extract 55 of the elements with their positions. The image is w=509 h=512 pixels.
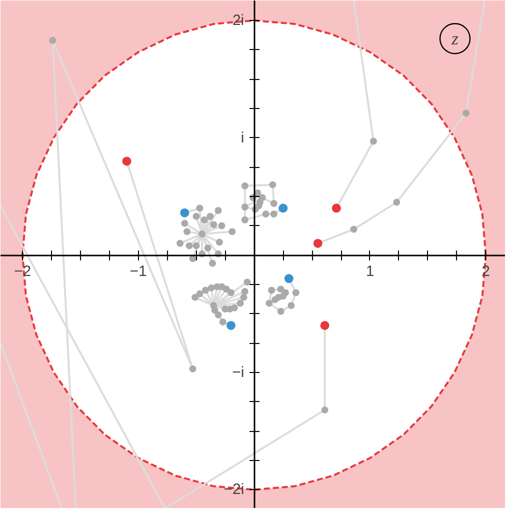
point	[222, 286, 230, 293]
annotation: z	[450, 28, 459, 49]
point	[196, 290, 204, 298]
point	[256, 198, 264, 206]
point	[241, 288, 248, 295]
point	[208, 260, 216, 267]
x-tick-label: 2	[482, 263, 490, 280]
point	[393, 198, 400, 206]
point	[183, 228, 190, 236]
point	[192, 242, 200, 250]
point	[208, 284, 215, 292]
point	[219, 318, 226, 326]
y-tick-label: i	[240, 129, 244, 146]
point	[189, 365, 196, 372]
point	[206, 212, 214, 220]
point	[269, 181, 276, 188]
point	[244, 278, 251, 286]
point	[218, 222, 226, 230]
point	[202, 286, 210, 294]
point	[214, 207, 222, 214]
point	[241, 182, 248, 190]
point	[228, 228, 236, 236]
point	[186, 242, 193, 250]
point	[266, 300, 273, 307]
point	[240, 294, 248, 301]
point	[227, 289, 234, 296]
point	[241, 216, 248, 224]
point	[210, 302, 218, 310]
point	[268, 286, 276, 294]
point	[176, 240, 184, 247]
point	[272, 296, 279, 304]
point	[198, 230, 206, 238]
y-tick-label: −i	[232, 364, 244, 381]
point	[241, 203, 248, 210]
point	[262, 210, 270, 218]
x-tick-label: 1	[366, 263, 374, 280]
point	[196, 204, 204, 212]
point	[462, 110, 470, 117]
point	[192, 294, 199, 301]
point	[288, 302, 295, 310]
point	[192, 212, 200, 220]
point	[270, 210, 278, 218]
point	[292, 289, 300, 296]
point	[200, 216, 208, 224]
point	[181, 220, 188, 227]
point	[216, 238, 223, 246]
point	[210, 221, 218, 228]
point	[270, 200, 278, 207]
point	[350, 226, 358, 233]
x-tick-label: −1	[130, 263, 147, 280]
point	[49, 36, 56, 44]
point	[236, 300, 244, 307]
x-tick-label: −2	[14, 263, 32, 280]
point	[277, 308, 284, 315]
point	[204, 244, 212, 252]
